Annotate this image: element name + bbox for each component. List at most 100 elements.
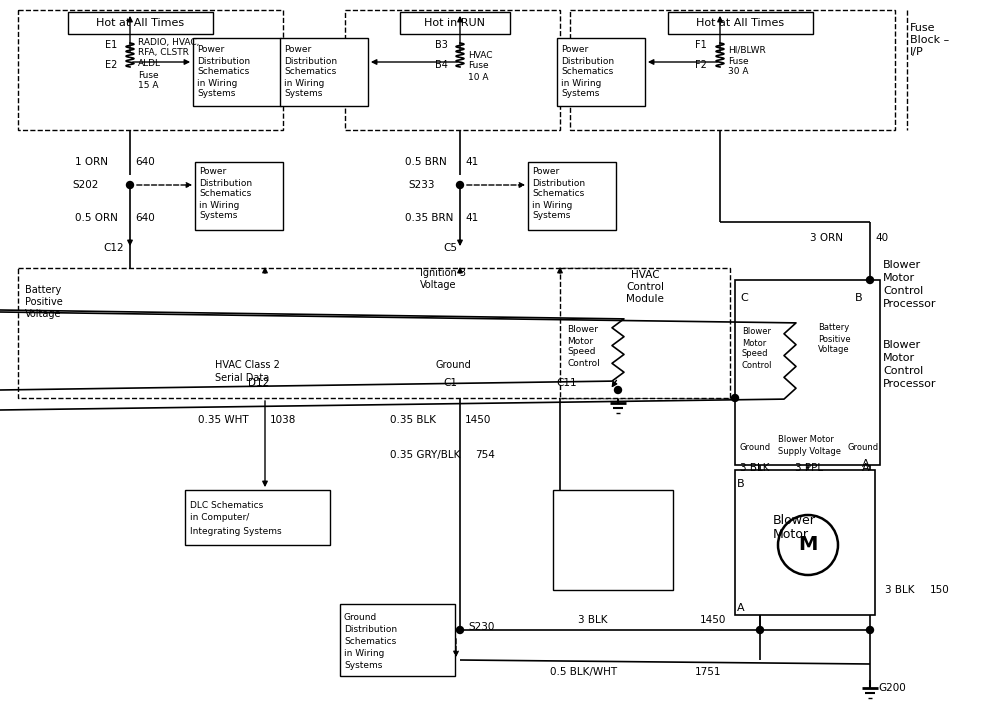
Bar — [668, 12, 813, 34]
Text: Hot in RUN: Hot in RUN — [424, 18, 486, 28]
Text: 1450: 1450 — [700, 615, 726, 625]
Text: Processor: Processor — [883, 379, 936, 389]
Text: 41: 41 — [465, 213, 478, 223]
Text: 15 A: 15 A — [138, 82, 158, 91]
Bar — [18, 10, 283, 130]
Text: Positive: Positive — [25, 297, 63, 307]
Text: Speed: Speed — [742, 349, 768, 358]
Text: Motor: Motor — [773, 527, 809, 541]
Text: Block –: Block – — [910, 35, 949, 45]
Bar — [18, 268, 638, 398]
Bar — [345, 10, 560, 130]
Text: 0.35 BRN: 0.35 BRN — [405, 213, 453, 223]
Circle shape — [866, 277, 874, 284]
Bar — [570, 10, 895, 130]
Text: 10 A: 10 A — [468, 73, 488, 82]
Text: 1038: 1038 — [270, 415, 296, 425]
Text: 0.5 BRN: 0.5 BRN — [405, 157, 447, 167]
Bar — [68, 12, 213, 34]
Text: in Wiring: in Wiring — [561, 79, 601, 87]
Text: Voltage: Voltage — [25, 309, 62, 319]
Text: Fuse: Fuse — [138, 70, 159, 80]
Bar — [735, 280, 880, 465]
Text: C11: C11 — [556, 378, 577, 388]
Text: Ground: Ground — [848, 444, 879, 453]
Text: Distribution: Distribution — [284, 56, 337, 65]
Text: S202: S202 — [72, 180, 98, 190]
Text: Motor: Motor — [883, 353, 915, 363]
Text: A: A — [737, 603, 745, 613]
Text: E2: E2 — [105, 60, 117, 70]
Text: Power: Power — [284, 46, 311, 54]
Text: S233: S233 — [408, 180, 434, 190]
Text: Power: Power — [561, 46, 588, 54]
Text: 3 ORN: 3 ORN — [810, 233, 843, 243]
Text: 1 ORN: 1 ORN — [75, 157, 108, 167]
Text: Systems: Systems — [197, 89, 235, 99]
Text: Blower: Blower — [883, 340, 921, 350]
Text: 754: 754 — [475, 450, 495, 460]
Text: 1450: 1450 — [465, 415, 491, 425]
Text: Systems: Systems — [284, 89, 322, 99]
Text: in Wiring: in Wiring — [197, 79, 237, 87]
Text: in Wiring: in Wiring — [344, 650, 384, 658]
Circle shape — [614, 386, 622, 394]
Bar — [528, 162, 616, 230]
Text: Blower: Blower — [773, 513, 816, 527]
Text: HVAC: HVAC — [631, 270, 659, 280]
Text: Control: Control — [567, 358, 600, 367]
Text: 0.5 BLK/WHT: 0.5 BLK/WHT — [550, 667, 617, 677]
Text: Power: Power — [199, 168, 226, 177]
Text: 640: 640 — [135, 213, 155, 223]
Text: E1: E1 — [105, 40, 117, 50]
Text: Blower: Blower — [883, 260, 921, 270]
Text: Schematics: Schematics — [284, 68, 336, 77]
Text: Voltage: Voltage — [420, 280, 456, 290]
Text: Fuse: Fuse — [728, 56, 749, 65]
Text: C: C — [740, 293, 748, 303]
Text: B4: B4 — [435, 60, 448, 70]
Text: in Wiring: in Wiring — [199, 201, 239, 210]
Text: F1: F1 — [695, 40, 707, 50]
Bar — [340, 604, 455, 676]
Text: Voltage: Voltage — [818, 346, 850, 355]
Text: C5: C5 — [443, 243, 457, 253]
Text: Distribution: Distribution — [561, 56, 614, 65]
Text: Positive: Positive — [818, 334, 851, 344]
Text: A: A — [862, 463, 870, 473]
Text: Control: Control — [626, 282, 664, 292]
Circle shape — [866, 627, 874, 634]
Text: Hot at All Times: Hot at All Times — [696, 18, 784, 28]
Text: Schematics: Schematics — [199, 189, 251, 199]
Text: B: B — [737, 479, 745, 489]
Text: D12: D12 — [248, 378, 269, 388]
Text: Module: Module — [626, 294, 664, 304]
Bar — [560, 268, 730, 398]
Text: Control: Control — [742, 360, 772, 370]
Text: Control: Control — [883, 286, 923, 296]
Text: Power: Power — [532, 168, 559, 177]
Text: Blower: Blower — [742, 327, 771, 337]
Circle shape — [456, 182, 464, 189]
Text: A: A — [862, 459, 870, 469]
Circle shape — [732, 394, 738, 401]
Bar — [185, 490, 330, 545]
Text: Battery: Battery — [818, 324, 849, 332]
Text: ALDL: ALDL — [138, 60, 161, 68]
Text: Schematics: Schematics — [197, 68, 249, 77]
Text: RFA, CLSTR: RFA, CLSTR — [138, 49, 189, 58]
Circle shape — [456, 627, 464, 634]
Text: Schematics: Schematics — [561, 68, 613, 77]
Text: Integrating Systems: Integrating Systems — [190, 527, 282, 536]
Text: 1751: 1751 — [695, 667, 722, 677]
Text: Serial Data: Serial Data — [215, 373, 269, 383]
Text: C1: C1 — [443, 378, 457, 388]
Text: Hot at All Times: Hot at All Times — [96, 18, 184, 28]
Text: Distribution: Distribution — [197, 56, 250, 65]
Text: Battery: Battery — [25, 285, 61, 295]
Text: 3 BLK: 3 BLK — [885, 585, 914, 595]
Text: 3 PPL: 3 PPL — [795, 463, 823, 473]
Text: HI/BLWR: HI/BLWR — [728, 46, 766, 54]
Text: Ignition 3: Ignition 3 — [420, 268, 466, 278]
Bar — [735, 470, 875, 615]
